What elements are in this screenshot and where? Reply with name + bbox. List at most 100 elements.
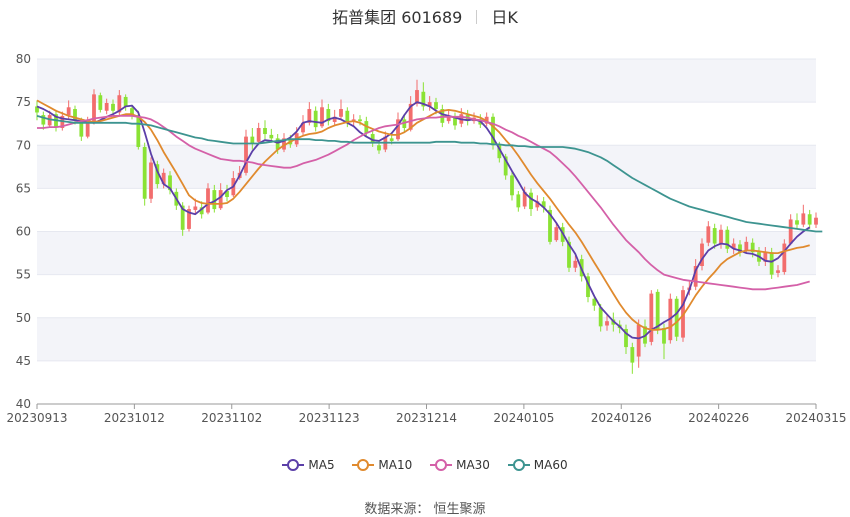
x-tick-label: 20231123	[299, 411, 360, 425]
candle-body	[421, 91, 426, 107]
candle-body	[725, 229, 730, 249]
legend-ma30[interactable]: MA30	[430, 458, 490, 472]
legend-ma60[interactable]: MA60	[507, 458, 568, 472]
candle-body	[332, 116, 337, 122]
candle-body	[541, 201, 546, 208]
candle-body	[389, 138, 394, 141]
candle-body	[763, 252, 768, 262]
legend-ma5[interactable]: MA5	[282, 458, 335, 472]
candle-body	[522, 191, 527, 207]
y-tick-label: 50	[16, 311, 31, 325]
candle-body	[567, 241, 571, 268]
candle-body	[712, 228, 717, 244]
candle-body	[554, 227, 559, 241]
candle-body	[408, 103, 413, 130]
y-tick-label: 80	[16, 52, 31, 66]
candle-body	[503, 156, 508, 176]
candle-body	[592, 298, 597, 306]
candle-body	[269, 134, 274, 139]
y-tick-label: 75	[16, 95, 31, 109]
candle-body	[491, 116, 495, 146]
candle-body	[649, 293, 654, 342]
candle-body	[573, 260, 578, 268]
grid-band	[37, 59, 816, 103]
candle-body	[301, 122, 305, 133]
candle-body	[149, 162, 153, 199]
candle-body	[434, 102, 438, 110]
candle-body	[212, 190, 217, 210]
grid-band	[37, 145, 816, 189]
candle-body	[814, 217, 818, 225]
y-tick-label: 70	[16, 138, 31, 152]
candle-body	[225, 190, 229, 197]
candle-body	[79, 121, 84, 137]
line-ma60	[36, 115, 823, 233]
candle-body	[693, 266, 698, 287]
candle-body	[548, 209, 552, 242]
stock-name: 拓普集团 601689	[332, 8, 463, 27]
candle-body	[142, 146, 147, 199]
candle-body	[104, 102, 109, 111]
y-tick-label: 60	[16, 225, 31, 239]
candle-body	[636, 324, 641, 357]
candle-body	[807, 214, 812, 225]
grid-band	[37, 360, 816, 404]
candle-body	[85, 122, 90, 137]
candle-body	[795, 220, 799, 225]
legend-ma10[interactable]: MA10	[352, 458, 412, 472]
x-tick-label: 20231012	[104, 411, 165, 425]
y-tick-label: 55	[16, 268, 31, 282]
candle-body	[453, 117, 457, 126]
x-tick-label: 20240315	[785, 411, 846, 425]
candle-body	[130, 108, 134, 115]
candle-body	[218, 190, 223, 209]
x-axis: 20230913 20231012 20231102 20231123 20231214…	[6, 403, 847, 425]
candle-body	[326, 109, 331, 122]
x-tick-label: 20240126	[591, 411, 652, 425]
x-tick-label: 20240105	[493, 411, 554, 425]
candle-body	[206, 188, 210, 213]
candle-body	[73, 109, 77, 121]
title-separator	[476, 10, 478, 24]
candle-body	[535, 201, 540, 208]
legend-marker-ma30	[430, 459, 453, 471]
candle-body	[377, 145, 381, 151]
candle-body	[313, 110, 318, 128]
candle-body	[529, 192, 533, 210]
grid-band	[37, 231, 816, 275]
candle-body	[339, 109, 343, 117]
y-axis: 40 45 50 55 60 65 70 75 80	[16, 52, 31, 411]
candle-body	[168, 175, 172, 191]
candle-body	[282, 138, 286, 150]
grid-bands	[37, 58, 816, 405]
grid-band	[37, 188, 816, 232]
x-tick-label: 20231102	[201, 411, 262, 425]
candle-body	[193, 206, 198, 210]
candle-body	[719, 229, 723, 245]
candle-body	[111, 103, 115, 111]
candle-body	[199, 207, 204, 215]
candle-body	[92, 94, 96, 123]
candle-body	[256, 128, 261, 142]
candle-body	[35, 106, 39, 113]
legend-label-ma10: MA10	[378, 458, 413, 472]
legend-label-ma30: MA30	[456, 458, 490, 472]
legend-label-ma60: MA60	[533, 458, 568, 472]
candle-body	[98, 95, 103, 110]
candle-body	[706, 226, 711, 243]
candle-body	[307, 109, 312, 123]
candle-body	[415, 90, 419, 104]
candle-body	[801, 213, 806, 225]
candle-body	[662, 328, 666, 344]
candle-body	[731, 243, 736, 249]
y-tick-label: 40	[16, 397, 31, 411]
candle-body	[123, 96, 128, 107]
x-tick-label: 20240226	[688, 411, 749, 425]
candle-body	[41, 115, 46, 125]
candle-body	[66, 107, 71, 116]
candle-body	[605, 321, 609, 326]
legend-marker-ma60	[507, 459, 530, 471]
legend-marker-ma5	[282, 459, 305, 471]
candle-body	[674, 298, 679, 337]
candle-body	[275, 138, 280, 150]
